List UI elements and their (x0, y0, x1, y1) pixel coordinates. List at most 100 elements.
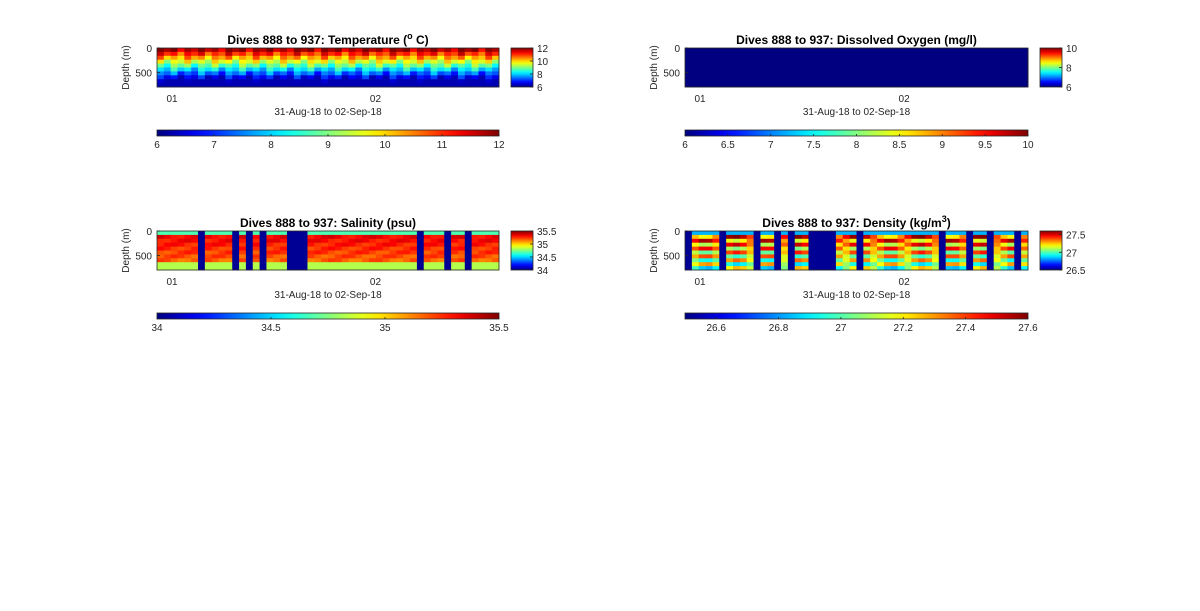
heatmap-cell (691, 59, 700, 64)
heatmap-cell (423, 79, 431, 84)
heatmap-cell (451, 231, 459, 236)
heatmap-cell (808, 67, 816, 72)
hcolorbar-tick-label: 7.5 (807, 140, 821, 151)
heatmap-cell (986, 242, 995, 247)
heatmap-cell (410, 242, 418, 247)
heatmap-cell (423, 55, 431, 61)
heatmap-cell (781, 231, 789, 236)
heatmap-cell (904, 63, 912, 68)
heatmap-cell (307, 234, 315, 240)
heatmap-cell (437, 79, 445, 84)
heatmap-cell (877, 250, 885, 255)
heatmap-cell (478, 258, 486, 263)
heatmap-cell (191, 231, 199, 236)
heatmap-cell (300, 51, 308, 57)
heatmap-cell (286, 51, 295, 57)
heatmap-cell (952, 59, 960, 64)
heatmap-cell (979, 234, 988, 240)
colorbar-vertical (510, 230, 534, 271)
heatmap-cell (362, 234, 370, 240)
heatmap-cell (1021, 71, 1029, 76)
heatmap-cell (416, 262, 425, 267)
x-axis-label: 31-Aug-18 to 02-Sep-18 (803, 107, 911, 118)
heatmap-cell (334, 55, 343, 61)
heatmap-cell (973, 59, 981, 64)
heatmap-cell (204, 75, 213, 80)
heatmap-cell (719, 262, 727, 267)
heatmap-cell (1000, 48, 1008, 53)
heatmap-cell (177, 67, 185, 72)
y-axis-label: Depth (m) (121, 45, 132, 89)
heatmap-cell (211, 83, 219, 88)
heatmap-cell (931, 83, 940, 88)
heatmap-cell (204, 262, 213, 267)
heatmap-cell (691, 231, 700, 236)
heatmap-cell (177, 71, 185, 76)
heatmap-cell (979, 231, 988, 236)
heatmap-cell (280, 71, 288, 76)
heatmap-cell (252, 238, 260, 244)
heatmap-cell (829, 79, 837, 84)
heatmap-cell (1021, 258, 1029, 263)
heatmap-cell (300, 59, 308, 64)
heatmap-cell (753, 242, 761, 247)
heatmap-cell (464, 250, 473, 255)
heatmap-cell (252, 242, 260, 247)
heatmap-cell (444, 266, 452, 271)
heatmap-cell (362, 231, 370, 236)
hcolorbar-tick-label: 34 (151, 323, 163, 334)
heatmap-cell (1014, 246, 1022, 251)
heatmap-cell (993, 234, 1001, 240)
heatmap-cell (753, 262, 761, 267)
heatmap-cell (362, 75, 370, 80)
heatmap-cell (362, 258, 370, 263)
heatmap-cell (457, 250, 466, 255)
heatmap-cell (925, 55, 933, 61)
heatmap-cell (157, 231, 165, 236)
heatmap-cell (464, 262, 473, 267)
heatmap-cell (239, 262, 247, 267)
heatmap-cell (952, 71, 960, 76)
heatmap-cell (705, 231, 713, 236)
heatmap-cell (457, 79, 466, 84)
heatmap-cell (829, 266, 837, 271)
heatmap-cell (307, 254, 315, 259)
heatmap-cell (705, 238, 713, 244)
heatmap-cell (952, 262, 960, 267)
heatmap-cell (341, 51, 349, 57)
heatmap-cell (794, 67, 803, 72)
heatmap-cell (382, 48, 390, 53)
heatmap-cell (239, 71, 247, 76)
heatmap-cell (403, 234, 411, 240)
heatmap-cell (938, 59, 947, 64)
heatmap-cell (911, 262, 919, 267)
heatmap-cell (746, 250, 754, 255)
heatmap-cell (986, 71, 995, 76)
heatmap-cell (705, 71, 713, 76)
heatmap-cell (1000, 254, 1008, 259)
heatmap-cell (389, 262, 397, 267)
heatmap-cell (746, 238, 754, 244)
heatmap-cell (464, 48, 473, 53)
heatmap-cell (163, 71, 172, 76)
heatmap-cell (719, 79, 727, 84)
heatmap-cell (355, 242, 363, 247)
hcolorbar-tick-label: 34.5 (261, 323, 281, 334)
heatmap-cell (959, 250, 967, 255)
heatmap-cell (849, 246, 857, 251)
heatmap-cell (911, 242, 919, 247)
heatmap-cell (808, 246, 816, 251)
heatmap-cell (232, 83, 240, 88)
heatmap-cell (300, 266, 308, 271)
heatmap-cell (423, 231, 431, 236)
heatmap-cell (815, 234, 823, 240)
heatmap-cell (870, 55, 878, 61)
heatmap-cell (890, 48, 899, 53)
heatmap-cell (1007, 48, 1015, 53)
heatmap-cell (170, 79, 178, 84)
heatmap-cell (918, 67, 926, 72)
heatmap-cell (314, 258, 322, 263)
heatmap-cell (170, 250, 178, 255)
heatmap-cell (464, 71, 473, 76)
heatmap-cell (232, 63, 240, 68)
